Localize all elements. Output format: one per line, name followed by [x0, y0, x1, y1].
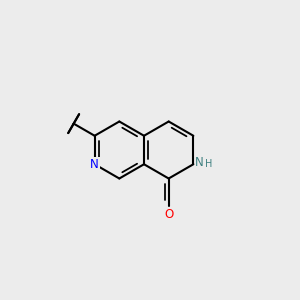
- Text: H: H: [205, 159, 212, 169]
- Text: O: O: [164, 208, 173, 221]
- Text: N: N: [90, 158, 99, 171]
- Text: N: N: [195, 156, 204, 169]
